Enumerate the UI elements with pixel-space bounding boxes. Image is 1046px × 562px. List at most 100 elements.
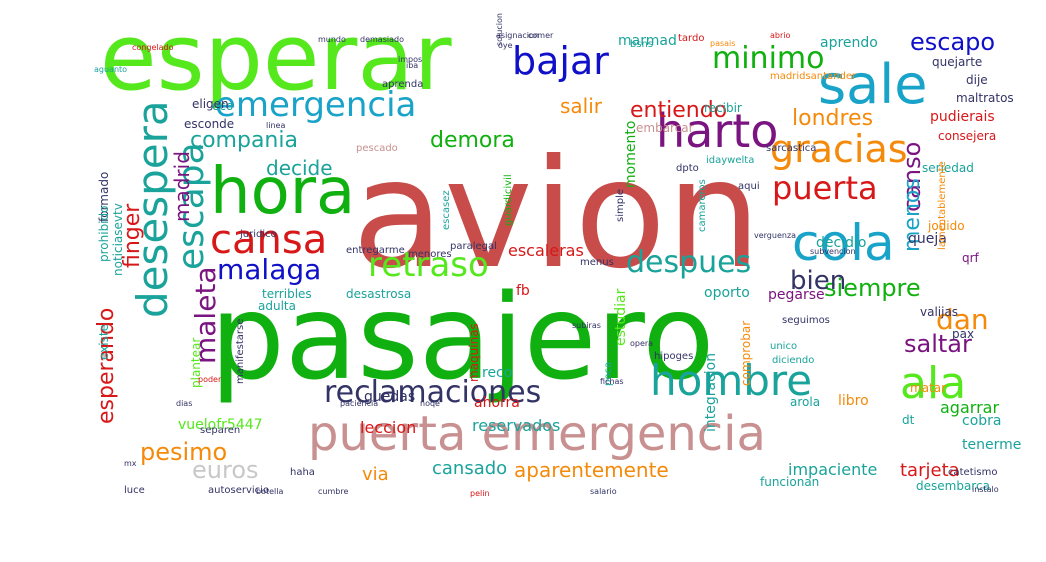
cloud-word: pax — [952, 327, 975, 341]
cloud-word: asignacion — [496, 31, 539, 40]
cloud-word: pegarse — [768, 287, 825, 303]
cloud-word: madridsantander — [770, 71, 857, 82]
cloud-word: recibir — [704, 101, 742, 115]
cloud-word: entregarme — [346, 245, 405, 256]
cloud-word: subvencion — [810, 247, 856, 256]
cloud-word: esconde — [184, 117, 235, 131]
cloud-word: paciencia — [340, 399, 379, 408]
cloud-word: aprendo — [820, 35, 878, 51]
cloud-word: eco — [212, 99, 234, 113]
cloud-word: verguenza — [754, 231, 797, 240]
cloud-word: maltratos — [956, 91, 1014, 105]
cloud-word: minimo — [712, 41, 825, 76]
cloud-word: pesimo — [140, 438, 228, 466]
cloud-word: esperar — [100, 4, 452, 111]
cloud-word: oye — [498, 41, 513, 50]
cloud-word: agarrar — [940, 398, 1000, 417]
cloud-word: marmad — [618, 33, 677, 49]
cloud-word: aguanto — [94, 65, 128, 74]
cloud-word: guedas — [364, 389, 416, 405]
cloud-word: prohibido — [97, 205, 111, 262]
cloud-word: autoservicio — [208, 485, 270, 496]
cloud-word: escapo — [910, 28, 996, 56]
cloud-word: jodido — [928, 219, 965, 233]
cloud-word: subiras — [572, 321, 601, 330]
cloud-word: poder — [198, 375, 222, 384]
cloud-word: separen — [200, 425, 241, 436]
cloud-word: avion — [352, 128, 762, 302]
cloud-word: londres — [792, 106, 874, 131]
cloud-word: pelin — [470, 489, 490, 498]
cloud-word: noqe — [420, 399, 440, 408]
cloud-word: mx — [124, 459, 137, 468]
cloud-word: cumbre — [318, 487, 349, 496]
cloud-word: reclamaciones — [324, 375, 542, 410]
cloud-word: eligen — [192, 97, 229, 111]
cloud-word: desembarca — [916, 479, 990, 493]
cloud-word: abrio — [770, 31, 791, 40]
cloud-word: emergencia — [215, 85, 417, 125]
cloud-word: madrid — [170, 151, 194, 222]
cloud-word: retraso — [368, 245, 489, 285]
cloud-word: menores — [408, 249, 452, 260]
cloud-word: siempre — [824, 274, 921, 302]
cloud-word: qrf — [962, 251, 979, 265]
cloud-word: congelado — [132, 43, 174, 52]
cloud-word: pescado — [356, 143, 398, 154]
cloud-word: gracias — [770, 127, 908, 171]
cloud-word: escasez — [441, 190, 452, 230]
cloud-word: aqui — [738, 181, 760, 192]
cloud-word: desastrosa — [346, 287, 412, 301]
cloud-word: quejarte — [932, 55, 983, 69]
cloud-word: via — [362, 464, 389, 485]
cloud-word: hombre — [650, 356, 813, 405]
cloud-word: tenerme — [962, 437, 1022, 453]
cloud-word: valijas — [920, 305, 959, 319]
cloud-word: harto — [656, 104, 779, 158]
cloud-word: hora — [210, 155, 356, 229]
cloud-word: decide — [266, 156, 333, 180]
cloud-word: aparentemente — [514, 458, 669, 482]
cloud-word: sarcastica — [766, 143, 817, 154]
cloud-word: manifestarse — [235, 318, 246, 384]
cloud-word: saltar — [904, 330, 972, 358]
cloud-word: salario — [590, 487, 617, 496]
cloud-word: dt — [902, 413, 915, 427]
cloud-word: catetismo — [948, 467, 998, 478]
cloud-word: libro — [838, 393, 869, 409]
cloud-word: dan — [936, 303, 989, 336]
cloud-word: euros — [192, 456, 259, 484]
cloud-word: pasajero — [210, 268, 715, 406]
cloud-word: botella — [256, 487, 284, 496]
cloud-word: puerta — [772, 169, 878, 207]
cloud-word: simple — [615, 188, 626, 222]
cloud-word: bsns — [630, 39, 654, 50]
cloud-word: opera — [630, 339, 654, 348]
cloud-word: linea — [266, 121, 286, 130]
cloud-word: salir — [560, 94, 603, 118]
cloud-word: impos — [398, 55, 423, 64]
cloud-word: cansado — [432, 458, 508, 479]
cloud-word: bajar — [512, 39, 609, 83]
cloud-word: puerta emergencia — [308, 406, 766, 462]
cloud-word: dias — [176, 399, 193, 408]
cloud-word: hipoges — [654, 351, 694, 362]
cloud-word: adulta — [258, 299, 296, 313]
cloud-word: bien — [790, 266, 847, 296]
cloud-word: leccion — [360, 418, 417, 437]
cloud-word: queja — [908, 231, 947, 247]
cloud-word: maquinas — [467, 323, 481, 382]
cloud-word: lamentablemente — [937, 161, 948, 250]
cloud-word: solucion — [495, 13, 504, 46]
cloud-word: ala — [900, 358, 967, 409]
cloud-word: noticiasevtv — [111, 203, 125, 276]
cloud-word: seguimos — [782, 315, 830, 326]
cloud-word: entiendo — [630, 98, 728, 123]
cloud-word: terribles — [262, 287, 312, 301]
cloud-word: juridico — [240, 229, 277, 240]
cloud-word: instalo — [972, 485, 999, 494]
cloud-word: oporto — [704, 285, 750, 301]
cloud-word: escaleras — [508, 241, 584, 260]
cloud-word: despues — [626, 245, 752, 280]
